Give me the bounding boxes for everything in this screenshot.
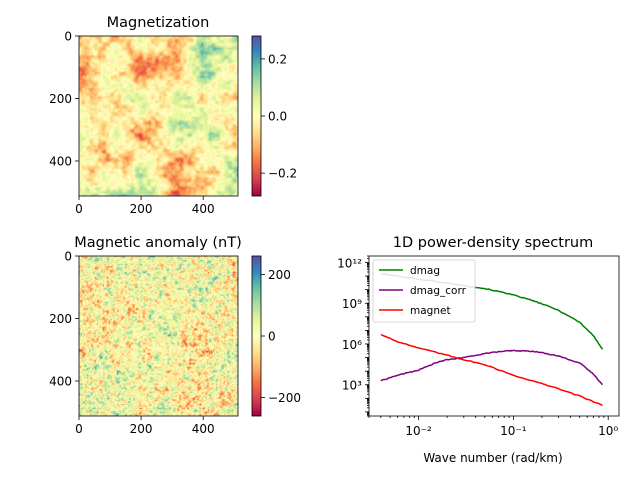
magnetization-y-ticks: 0 200 400 <box>49 30 79 169</box>
y-tick-label: 10⁹ <box>342 297 362 311</box>
y-tick-label: 200 <box>49 312 72 326</box>
y-tick-label: 400 <box>49 155 72 169</box>
x-tick-label: 200 <box>130 202 153 216</box>
colorbar-tick-label: 0.2 <box>268 52 287 66</box>
spectrum-title: 1D power-density spectrum <box>393 235 594 251</box>
magnetization-x-ticks: 0 200 400 <box>75 196 215 216</box>
y-tick-label: 0 <box>64 250 72 264</box>
spectrum-x-ticks: 10⁻² 10⁻¹ 10⁰ <box>368 416 618 438</box>
y-tick-label: 0 <box>64 30 72 44</box>
x-tick-label: 200 <box>130 422 153 436</box>
y-tick-label: 400 <box>49 375 72 389</box>
x-tick-label: 10⁻² <box>405 424 432 438</box>
magnetization-title: Magnetization <box>107 15 210 31</box>
magnetization-colorbar-ticks: 0.2 0.0 −0.2 <box>261 52 297 181</box>
x-tick-label: 0 <box>75 202 83 216</box>
anomaly-panel: Magnetic anomaly (nT) 0 200 400 0 200 400 20… <box>49 235 301 436</box>
anomaly-image <box>79 256 238 416</box>
magnetization-axes-frame <box>78 35 239 197</box>
colorbar-tick-label: 200 <box>268 268 291 282</box>
spectrum-xlabel: Wave number (rad/km) <box>423 451 562 465</box>
x-tick-label: 10⁰ <box>598 424 618 438</box>
y-tick-label: 200 <box>49 92 72 106</box>
magnetization-panel: Magnetization 0 200 400 0 200 400 0.2 0.0 −0.2 <box>49 15 297 216</box>
x-tick-label: 400 <box>192 202 215 216</box>
spectrum-y-ticks: 10³ 10⁶ 10⁹ 10¹² <box>337 255 369 417</box>
y-tick-label: 10⁶ <box>342 338 362 352</box>
x-tick-label: 0 <box>75 422 83 436</box>
colorbar-tick-label: −200 <box>268 391 301 405</box>
anomaly-title: Magnetic anomaly (nT) <box>74 235 242 251</box>
magnetization-heatmap <box>79 36 238 196</box>
legend-label: dmag <box>410 265 440 277</box>
y-tick-label: 10³ <box>342 379 362 393</box>
x-tick-label: 400 <box>192 422 215 436</box>
magnetization-image <box>79 36 238 196</box>
colorbar-tick-label: −0.2 <box>268 167 297 181</box>
anomaly-axes-frame <box>78 255 239 417</box>
anomaly-heatmap <box>79 256 238 416</box>
series-line-dmag-corr <box>380 349 604 386</box>
legend-box <box>372 259 476 323</box>
y-tick-label: 10¹² <box>337 256 362 270</box>
series-line-magnet <box>380 333 603 407</box>
magnetization-colorbar <box>251 35 262 197</box>
anomaly-y-ticks: 0 200 400 <box>49 250 79 389</box>
anomaly-x-ticks: 0 200 400 <box>75 416 215 436</box>
spectrum-panel: 1D power-density spectrum 10⁻² 10⁻¹ 10⁰ 10… <box>337 235 620 465</box>
anomaly-colorbar <box>251 255 262 417</box>
legend-label: dmag_corr <box>410 285 467 297</box>
x-tick-label: 10⁻¹ <box>500 424 527 438</box>
anomaly-colorbar-ticks: 200 0 −200 <box>261 268 301 405</box>
colorbar-tick-label: 0 <box>268 330 276 344</box>
colorbar-tick-label: 0.0 <box>268 110 287 124</box>
legend-label: magnet <box>410 305 451 317</box>
